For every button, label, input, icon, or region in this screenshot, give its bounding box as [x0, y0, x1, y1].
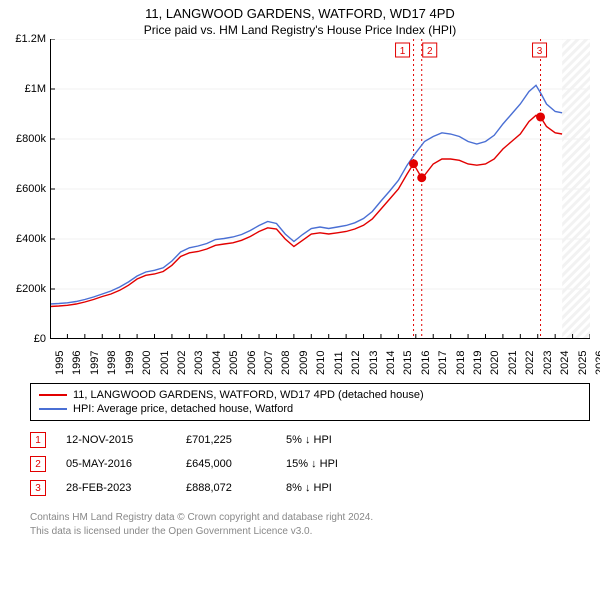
x-axis-label: 2001: [159, 351, 171, 375]
legend-swatch: [39, 394, 67, 396]
legend-label: 11, LANGWOOD GARDENS, WATFORD, WD17 4PD …: [73, 389, 424, 401]
x-axis-label: 2011: [333, 351, 345, 375]
legend-row: 11, LANGWOOD GARDENS, WATFORD, WD17 4PD …: [39, 388, 581, 402]
event-price: £701,225: [186, 434, 266, 446]
y-axis-label: £0: [0, 333, 46, 345]
x-axis-label: 2020: [489, 351, 501, 375]
y-axis-label: £200k: [0, 283, 46, 295]
x-axis-label: 1997: [89, 351, 101, 375]
title-subtitle: Price paid vs. HM Land Registry's House …: [0, 23, 600, 37]
x-axis-label: 2023: [542, 351, 554, 375]
chart-area: 1 2 3 1995 1996 1997 1998 1999 2000 2001 2002 2003…: [0, 39, 600, 379]
x-axis-label: 2010: [315, 351, 327, 375]
legend-box: 11, LANGWOOD GARDENS, WATFORD, WD17 4PD …: [30, 383, 590, 421]
chart-titles: 11, LANGWOOD GARDENS, WATFORD, WD17 4PD …: [0, 0, 600, 39]
x-axis-label: 2017: [437, 351, 449, 375]
y-axis-label: £1.2M: [0, 33, 46, 45]
x-axis-label: 2016: [420, 351, 432, 375]
svg-text:3: 3: [537, 46, 543, 57]
x-axis-label: 2025: [577, 351, 589, 375]
y-axis-label: £400k: [0, 233, 46, 245]
x-axis-label: 2026: [594, 351, 600, 375]
x-axis-label: 2014: [385, 351, 397, 375]
x-axis-label: 2015: [402, 351, 414, 375]
event-price: £645,000: [186, 458, 266, 470]
event-hpi-delta: 5% ↓ HPI: [286, 434, 376, 446]
x-axis-label: 2008: [280, 351, 292, 375]
event-date: 28-FEB-2023: [66, 482, 166, 494]
x-axis-label: 2021: [507, 351, 519, 375]
svg-text:2: 2: [427, 46, 433, 57]
events-table: 1 12-NOV-2015 £701,225 5% ↓ HPI 2 05-MAY-2016…: [30, 429, 590, 501]
footer-line-2: This data is licensed under the Open Gov…: [30, 525, 590, 539]
event-marker-number: 1: [30, 432, 46, 448]
y-axis-label: £1M: [0, 83, 46, 95]
x-axis-label: 1999: [124, 351, 136, 375]
event-row: 2 05-MAY-2016 £645,000 15% ↓ HPI: [30, 453, 590, 475]
x-axis-label: 1996: [71, 351, 83, 375]
footer-attribution: Contains HM Land Registry data © Crown c…: [30, 511, 590, 538]
event-hpi-delta: 15% ↓ HPI: [286, 458, 376, 470]
y-axis-label: £800k: [0, 133, 46, 145]
x-axis-label: 2013: [368, 351, 380, 375]
x-axis-label: 2012: [350, 351, 362, 375]
legend-swatch: [39, 408, 67, 410]
x-axis-label: 2022: [524, 351, 536, 375]
x-axis-label: 2003: [193, 351, 205, 375]
event-marker-number: 2: [30, 456, 46, 472]
x-axis-label: 2000: [141, 351, 153, 375]
event-date: 12-NOV-2015: [66, 434, 166, 446]
x-axis-label: 2009: [298, 351, 310, 375]
event-hpi-delta: 8% ↓ HPI: [286, 482, 376, 494]
x-axis-label: 2002: [176, 351, 188, 375]
x-axis-label: 1998: [106, 351, 118, 375]
footer-line-1: Contains HM Land Registry data © Crown c…: [30, 511, 590, 525]
page-root: 11, LANGWOOD GARDENS, WATFORD, WD17 4PD …: [0, 0, 600, 538]
x-axis-label: 2018: [455, 351, 467, 375]
event-row: 1 12-NOV-2015 £701,225 5% ↓ HPI: [30, 429, 590, 451]
y-axis-label: £600k: [0, 183, 46, 195]
x-axis-label: 2019: [472, 351, 484, 375]
title-address: 11, LANGWOOD GARDENS, WATFORD, WD17 4PD: [0, 6, 600, 21]
x-axis-label: 2004: [211, 351, 223, 375]
x-axis-label: 1995: [54, 351, 66, 375]
x-axis-label: 2007: [263, 351, 275, 375]
x-axis-label: 2024: [559, 351, 571, 375]
legend-row: HPI: Average price, detached house, Watf…: [39, 402, 581, 416]
x-axis-labels: 1995 1996 1997 1998 1999 2000 2001 2002 2003 2004…: [50, 343, 590, 379]
chart-svg: 1 2 3: [50, 39, 590, 339]
event-row: 3 28-FEB-2023 £888,072 8% ↓ HPI: [30, 477, 590, 499]
event-price: £888,072: [186, 482, 266, 494]
event-marker-number: 3: [30, 480, 46, 496]
x-axis-label: 2006: [246, 351, 258, 375]
event-date: 05-MAY-2016: [66, 458, 166, 470]
legend-label: HPI: Average price, detached house, Watf…: [73, 403, 293, 415]
x-axis-label: 2005: [228, 351, 240, 375]
svg-text:1: 1: [400, 46, 406, 57]
